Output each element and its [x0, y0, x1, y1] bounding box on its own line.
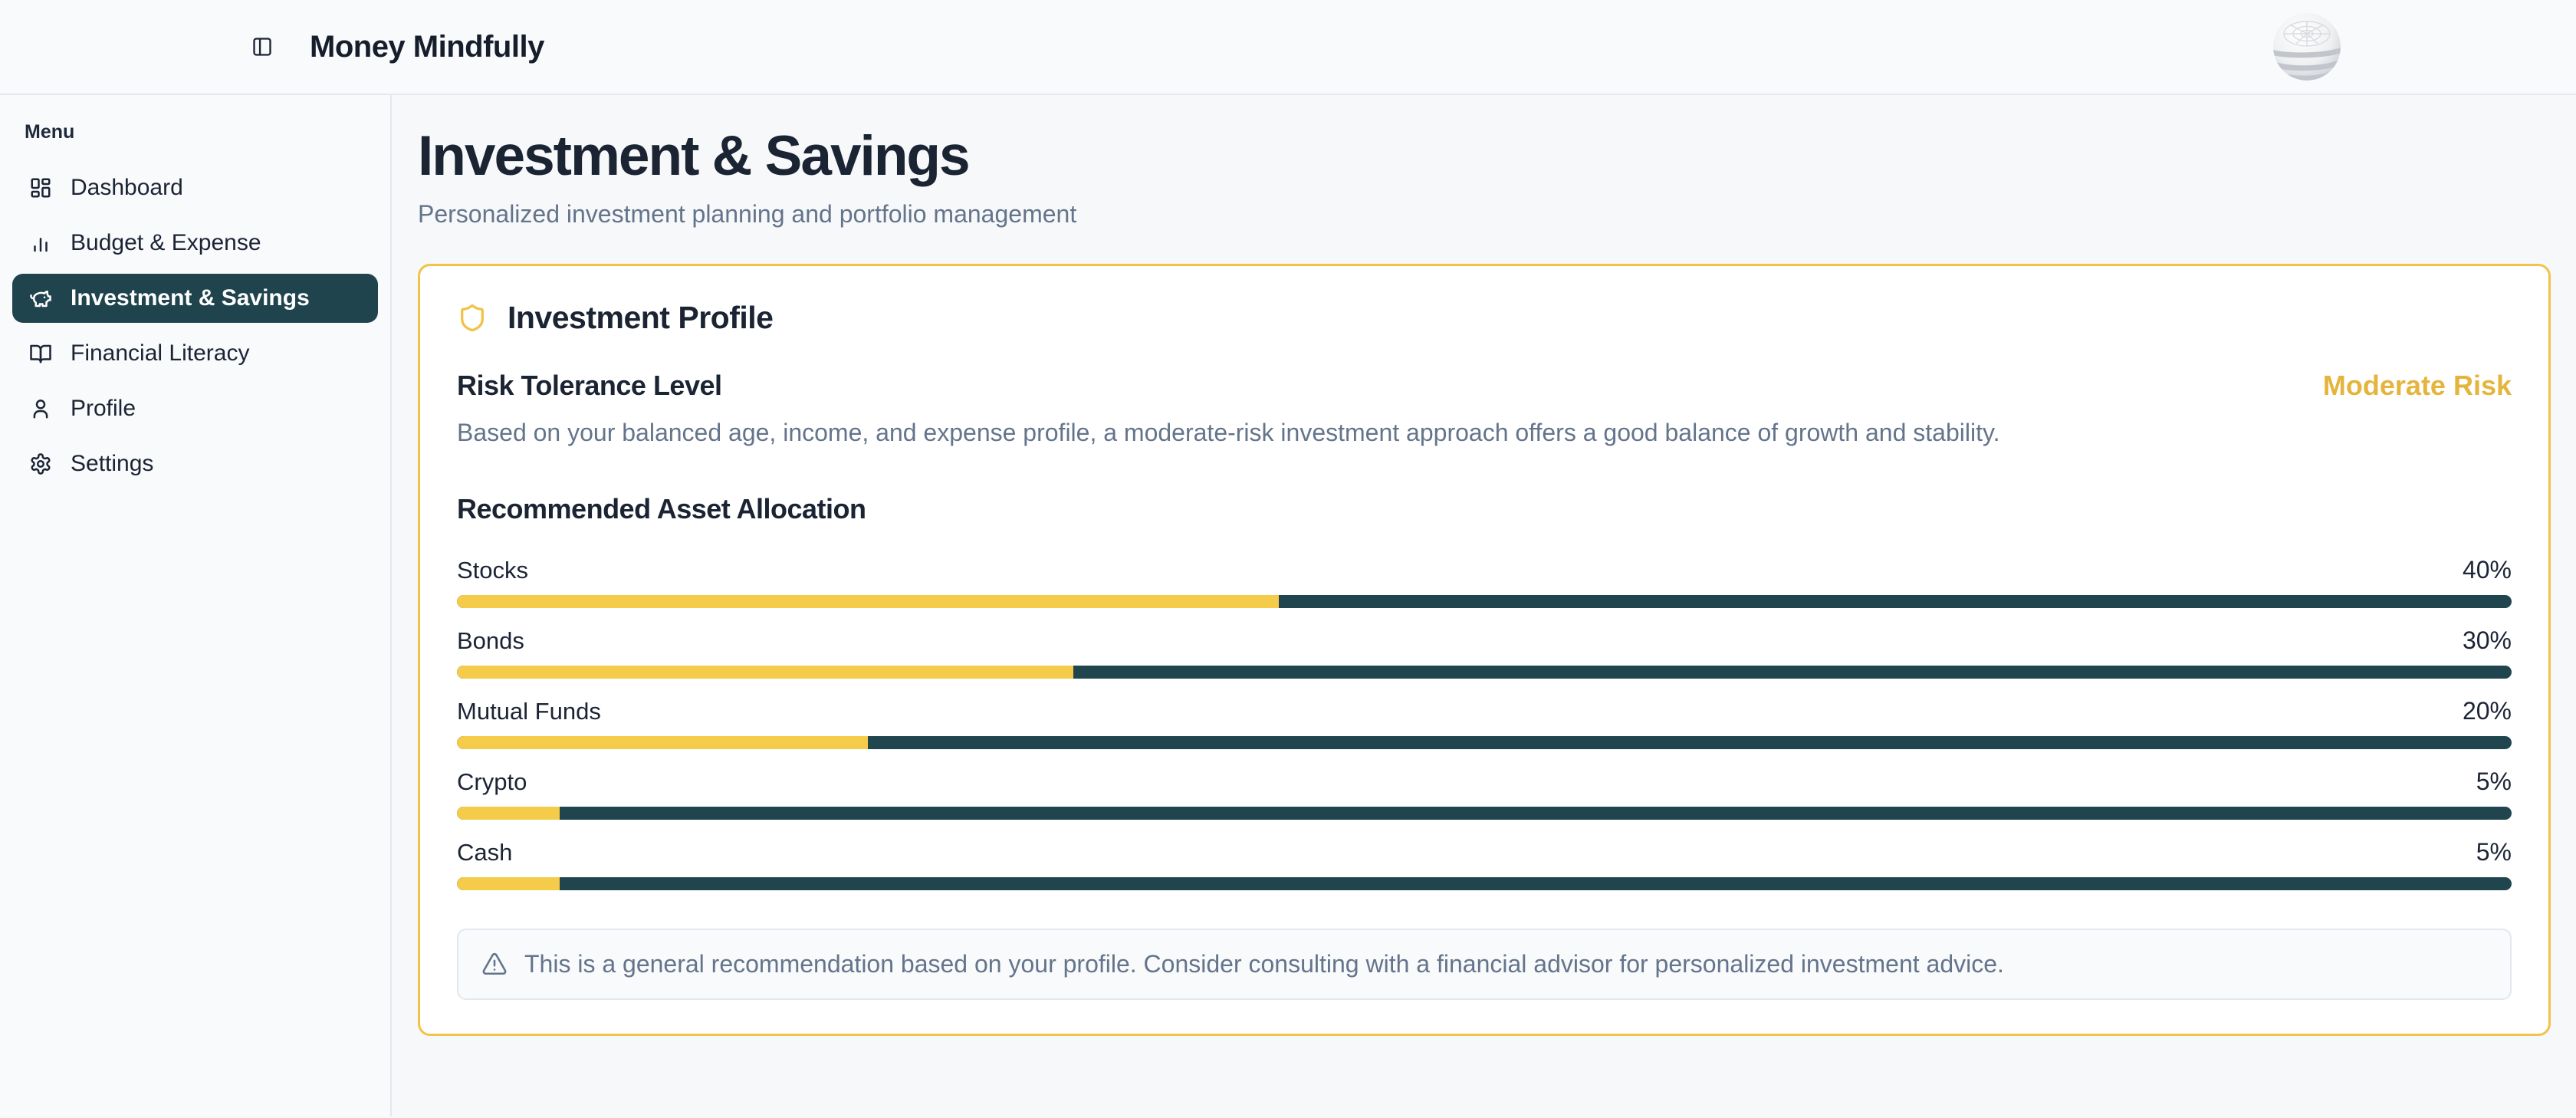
allocation-bar-track [457, 806, 2512, 820]
sidebar-item-label: Dashboard [71, 175, 183, 200]
allocation-bar-fill [457, 735, 868, 749]
user-icon [29, 397, 52, 420]
book-open-icon [29, 342, 52, 365]
investment-profile-card: Investment Profile Risk Tolerance Level … [418, 263, 2551, 1036]
allocation-percent: 20% [2462, 696, 2512, 725]
allocation-bar-track [457, 594, 2512, 608]
sidebar-menu-label: Menu [25, 121, 75, 143]
allocation-row-mutual-funds: Mutual Funds 20% [457, 697, 2512, 749]
allocation-label: Stocks [457, 556, 529, 584]
allocation-label: Bonds [457, 626, 524, 654]
avatar-photo [2273, 13, 2341, 81]
sidebar-item-label: Profile [71, 396, 136, 421]
allocation-list: Stocks 40% Bonds 30% Mutual Funds 20% Crypto 5%… [457, 556, 2512, 890]
advisory-note: This is a general recommendation based o… [457, 928, 2512, 1000]
allocation-label: Cash [457, 838, 513, 866]
main-content: Investment & Savings Personalized invest… [392, 95, 2576, 1116]
piggy-bank-icon [29, 287, 52, 310]
page-title: Investment & Savings [418, 125, 971, 187]
allocation-percent: 30% [2462, 626, 2512, 654]
sidebar-item-profile[interactable]: Profile [12, 384, 378, 433]
panel-left-icon [251, 36, 273, 58]
sidebar-item-label: Budget & Expense [71, 230, 261, 255]
dashboard-icon [29, 176, 52, 199]
page-subtitle: Personalized investment planning and por… [418, 199, 1077, 228]
allocation-row-bonds: Bonds 30% [457, 626, 2512, 679]
sidebar-item-financial-literacy[interactable]: Financial Literacy [12, 329, 378, 378]
allocation-label: Mutual Funds [457, 697, 601, 725]
allocation-percent: 40% [2462, 555, 2512, 584]
allocation-percent: 5% [2476, 837, 2512, 866]
sidebar-item-budget-expense[interactable]: Budget & Expense [12, 219, 378, 268]
allocation-bar-track [457, 665, 2512, 679]
gear-icon [29, 452, 52, 475]
allocation-percent: 5% [2476, 767, 2512, 795]
allocation-row-crypto: Crypto 5% [457, 768, 2512, 820]
allocation-bar-track [457, 735, 2512, 749]
sidebar-item-investment-savings[interactable]: Investment & Savings [12, 274, 378, 323]
allocation-bar-track [457, 876, 2512, 890]
warning-triangle-icon [481, 951, 508, 977]
card-header: Investment Profile [457, 300, 2512, 336]
bar-chart-icon [29, 232, 52, 255]
sidebar-item-settings[interactable]: Settings [12, 439, 378, 488]
allocation-row-header: Crypto 5% [457, 768, 2512, 796]
sidebar-nav: Dashboard Budget & Expense Investment & Sa… [12, 163, 378, 488]
allocation-row-header: Bonds 30% [457, 626, 2512, 655]
sidebar-item-label: Financial Literacy [71, 340, 250, 366]
allocation-label: Crypto [457, 768, 527, 795]
sidebar: Menu Dashboard Budget & Expense Investment… [0, 95, 392, 1116]
risk-heading: Risk Tolerance Level [457, 369, 722, 401]
allocation-row-cash: Cash 5% [457, 838, 2512, 890]
card-title: Investment Profile [508, 299, 774, 335]
advisory-note-text: This is a general recommendation based o… [524, 949, 2004, 978]
sidebar-toggle-button[interactable] [251, 36, 273, 58]
allocation-bar-fill [457, 876, 560, 890]
allocation-row-header: Stocks 40% [457, 556, 2512, 584]
allocation-row-header: Mutual Funds 20% [457, 697, 2512, 725]
allocation-bar-fill [457, 806, 560, 820]
risk-tolerance-row: Risk Tolerance Level Moderate Risk [457, 370, 2512, 402]
allocation-row-stocks: Stocks 40% [457, 556, 2512, 608]
avatar[interactable] [2273, 13, 2341, 81]
sidebar-item-dashboard[interactable]: Dashboard [12, 163, 378, 212]
allocation-bar-fill [457, 665, 1073, 679]
app-header: Money Mindfully [0, 0, 2576, 95]
sidebar-item-label: Investment & Savings [71, 285, 310, 311]
allocation-bar-fill [457, 594, 1279, 608]
allocation-heading: Recommended Asset Allocation [457, 492, 866, 524]
shield-icon [457, 302, 488, 333]
sidebar-item-label: Settings [71, 451, 154, 476]
risk-description: Based on your balanced age, income, and … [457, 418, 2000, 446]
risk-level-badge: Moderate Risk [2322, 369, 2512, 401]
app-title: Money Mindfully [310, 29, 544, 64]
allocation-row-header: Cash 5% [457, 838, 2512, 866]
